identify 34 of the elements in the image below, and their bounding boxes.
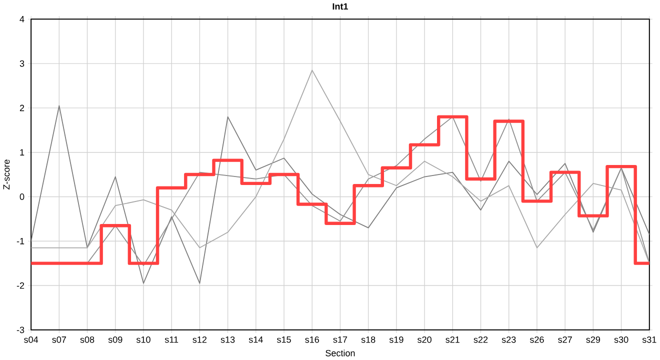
x-tick-label: s04 [24, 336, 38, 344]
y-tick-label: -1 [16, 238, 24, 244]
x-tick-label: s09 [108, 336, 122, 344]
x-tick-label: s10 [136, 336, 150, 344]
x-tick-label: s15 [277, 336, 291, 343]
chart-title: Int1 [332, 3, 348, 10]
x-tick-label: s16 [305, 336, 319, 344]
x-tick-label: s29 [586, 336, 600, 344]
x-tick-label: s11 [164, 336, 178, 343]
x-tick-label: s17 [333, 336, 348, 343]
x-axis-title: Section [326, 350, 355, 356]
x-tick-label: s13 [220, 336, 235, 344]
x-tick-label: s27 [558, 336, 572, 344]
x-tick-label: s12 [192, 336, 207, 344]
y-tick-label: -2 [16, 282, 24, 289]
x-tick-label: s07 [52, 336, 66, 344]
x-tick-label: s19 [389, 336, 404, 344]
x-tick-label: s30 [614, 336, 628, 344]
y-tick-label: 0 [20, 194, 24, 200]
x-tick-label: s22 [474, 336, 488, 344]
y-axis-title: Z-score [3, 160, 10, 190]
x-tick-label: s21 [446, 336, 460, 344]
y-tick-label: -3 [16, 326, 24, 334]
x-tick-label: s23 [502, 336, 516, 344]
y-tick-label: 2 [20, 104, 24, 112]
y-tick-label: 4 [20, 16, 24, 22]
x-tick-label: s14 [248, 336, 263, 343]
x-tick-label: s08 [80, 336, 94, 344]
x-tick-label: s31 [642, 336, 656, 344]
x-tick-label: s26 [530, 336, 544, 344]
y-tick-label: 1 [20, 149, 24, 156]
x-tick-label: s18 [361, 336, 376, 344]
y-tick-label: 3 [20, 60, 24, 67]
x-tick-label: s20 [418, 336, 432, 344]
